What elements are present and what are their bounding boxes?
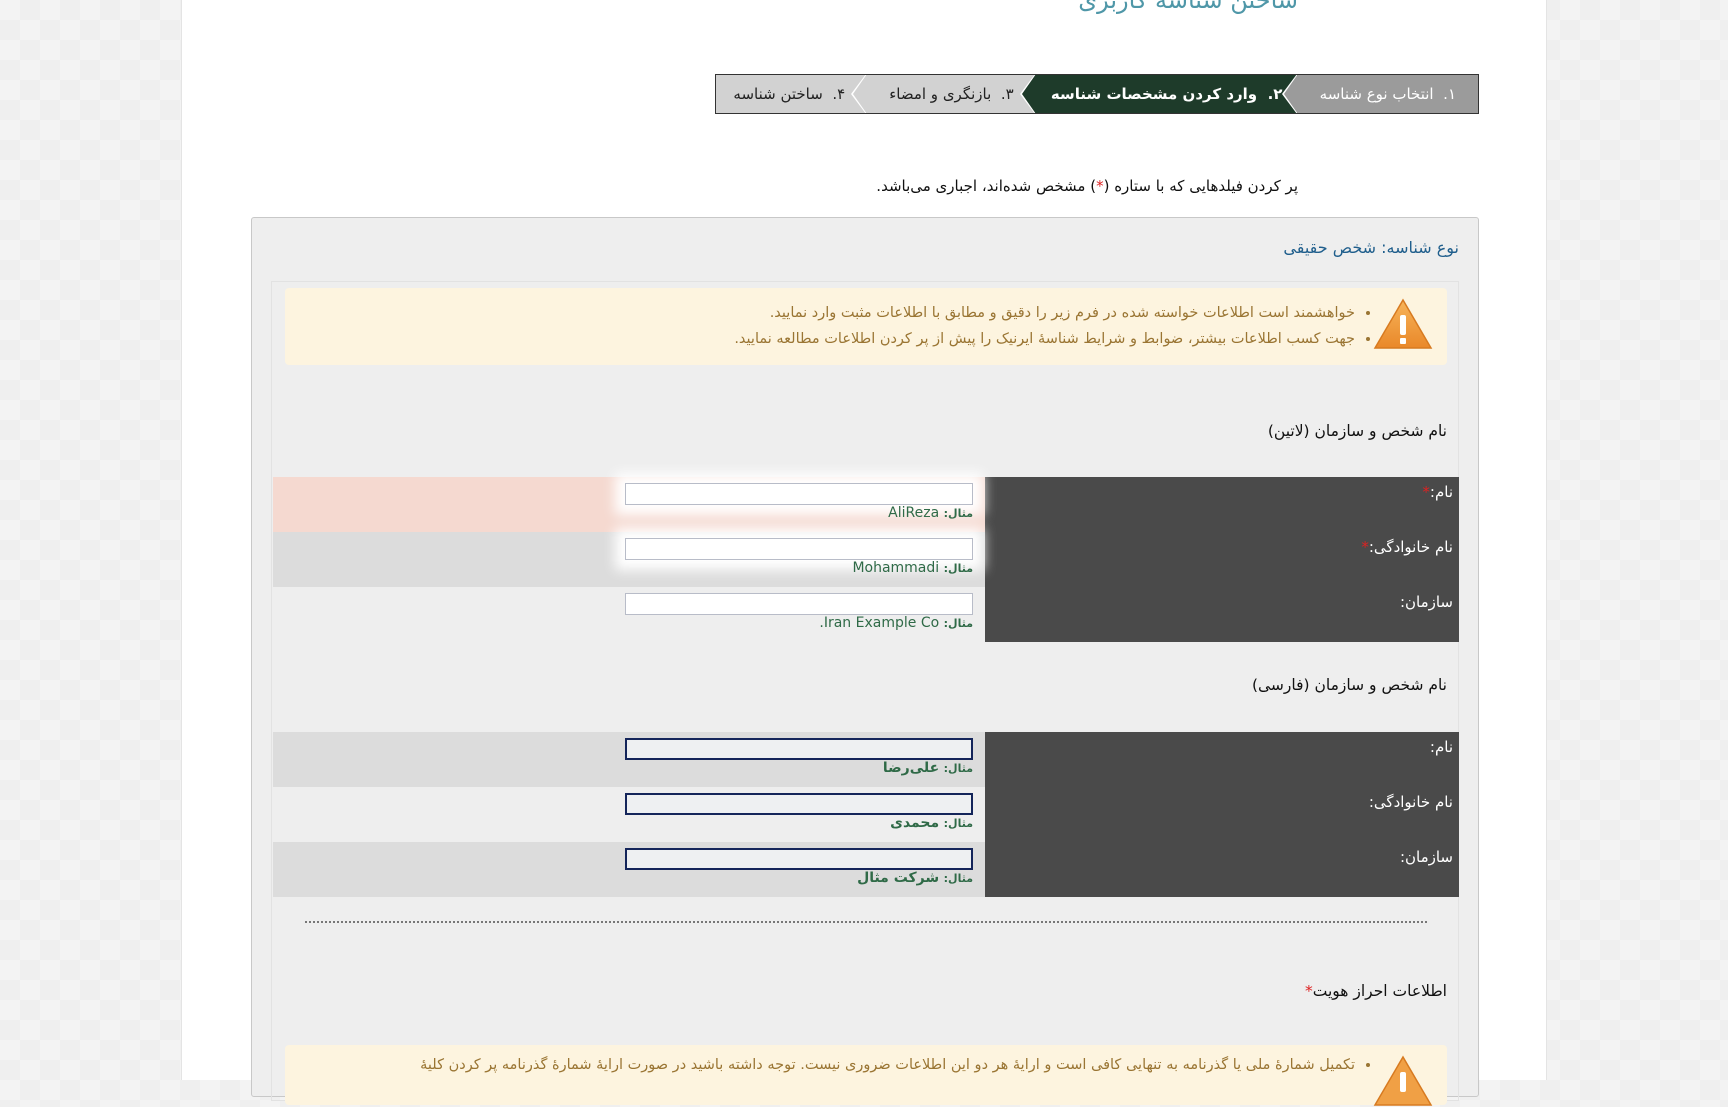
required-note-text: پر کردن فیلدهایی که با ستاره ( <box>1103 177 1298 195</box>
latin-first-name-input[interactable] <box>625 483 973 505</box>
label-text: نام خانوادگی: <box>1368 793 1453 811</box>
persian-organization-input[interactable] <box>625 848 973 870</box>
example-value: AliReza <box>888 505 940 521</box>
persian-section-title: نام شخص و سازمان (فارسی) <box>1251 676 1447 694</box>
example-value: علی‌رضا <box>882 760 940 776</box>
identity-type: نوع شناسه: شخص حقیقی <box>1283 238 1459 257</box>
field-label: سازمان: <box>985 587 1459 642</box>
label-text: نام: <box>1429 738 1453 756</box>
step-label: انتخاب نوع شناسه <box>1319 85 1434 103</box>
example-label: مثال: <box>943 562 973 575</box>
step-2: ۲. وارد کردن مشخصات شناسه <box>1019 75 1298 113</box>
field-label: نام خانوادگی: <box>985 787 1459 842</box>
wizard-stepper: ۱. انتخاب نوع شناسه ۲. وارد کردن مشخصات … <box>715 74 1479 114</box>
step-number: ۴. <box>832 85 846 103</box>
auth-section-title: اطلاعات احراز هویت* <box>1305 982 1447 1000</box>
example-text: مثال: علی‌رضا <box>883 760 973 776</box>
step-label: وارد کردن مشخصات شناسه <box>1050 85 1258 103</box>
warning-triangle-icon <box>1373 1055 1433 1106</box>
warning-item: جهت کسب اطلاعات بیشتر، ضوابط و شرایط شنا… <box>734 326 1355 352</box>
example-text: مثال: محمدی <box>890 815 973 831</box>
field-cell: مثال: Iran Example Co. <box>273 587 985 642</box>
required-note: پر کردن فیلدهایی که با ستاره (*) مشخص شد… <box>876 177 1298 195</box>
latin-organization-input[interactable] <box>625 593 973 615</box>
label-text: نام خانوادگی: <box>1368 538 1453 556</box>
example-text: مثال: AliReza <box>888 505 973 521</box>
required-note-text: ) مشخص شده‌اند، اجباری می‌باشد. <box>876 177 1097 195</box>
form-row: مثال: محمدی نام خانوادگی: <box>273 787 1459 842</box>
step-label: ساختن شناسه <box>733 85 823 103</box>
form-row: مثال: Iran Example Co. سازمان: <box>273 587 1459 642</box>
field-cell: مثال: Mohammadi <box>273 532 985 587</box>
example-value: شرکت مثال <box>857 870 940 886</box>
page-title: ساختن شناسه کاربری <box>1078 0 1298 14</box>
persian-first-name-input[interactable] <box>625 738 973 760</box>
label-text: نام: <box>1429 483 1453 501</box>
example-label: مثال: <box>943 507 973 520</box>
form-row: مثال: علی‌رضا نام: <box>273 732 1459 787</box>
step-number: ۲. <box>1267 85 1283 103</box>
example-label: مثال: <box>943 617 973 630</box>
section-divider <box>305 921 1427 923</box>
warning-item: تکمیل شمارهٔ ملی یا گذرنامه به تنهایی کا… <box>420 1057 1355 1073</box>
step-number: ۳. <box>1000 85 1014 103</box>
step-1[interactable]: ۱. انتخاب نوع شناسه <box>1281 75 1478 113</box>
field-label: سازمان: <box>985 842 1459 897</box>
example-text: مثال: شرکت مثال <box>857 870 973 886</box>
latin-last-name-input[interactable] <box>625 538 973 560</box>
label-text: سازمان: <box>1399 593 1453 611</box>
persian-name-table: مثال: علی‌رضا نام: مثال: محمدی نام خانوا… <box>273 732 1459 897</box>
step-number: ۱. <box>1443 85 1456 103</box>
example-text: مثال: Mohammadi <box>852 560 973 576</box>
label-text: سازمان: <box>1399 848 1453 866</box>
example-label: مثال: <box>943 817 973 830</box>
warning-box: خواهشمند است اطلاعات خواسته شده در فرم ز… <box>285 288 1447 365</box>
field-label: نام خانوادگی:* <box>985 532 1459 587</box>
form-inner: خواهشمند است اطلاعات خواسته شده در فرم ز… <box>271 281 1459 1106</box>
field-label: نام:* <box>985 477 1459 532</box>
required-star: * <box>1096 177 1104 195</box>
required-star: * <box>1304 982 1313 1000</box>
warning-triangle-icon <box>1373 298 1433 349</box>
form-row: مثال: شرکت مثال سازمان: <box>273 842 1459 897</box>
step-label: بازنگری و امضاء <box>889 85 992 103</box>
form-row: مثال: Mohammadi نام خانوادگی:* <box>273 532 1459 587</box>
persian-last-name-input[interactable] <box>625 793 973 815</box>
field-label: نام: <box>985 732 1459 787</box>
warning-item: خواهشمند است اطلاعات خواسته شده در فرم ز… <box>734 300 1355 326</box>
example-label: مثال: <box>943 872 973 885</box>
field-cell: مثال: شرکت مثال <box>273 842 985 897</box>
example-value: محمدی <box>890 815 940 831</box>
field-cell: مثال: AliReza <box>273 477 985 532</box>
auth-title-text: اطلاعات احراز هویت <box>1312 982 1447 1000</box>
auth-warning-box: تکمیل شمارهٔ ملی یا گذرنامه به تنهایی کا… <box>285 1045 1447 1106</box>
example-value: Mohammadi <box>852 560 940 576</box>
example-text: مثال: Iran Example Co. <box>819 615 973 631</box>
field-cell: مثال: علی‌رضا <box>273 732 985 787</box>
example-label: مثال: <box>943 762 973 775</box>
field-cell: مثال: محمدی <box>273 787 985 842</box>
step-3: ۳. بازنگری و امضاء <box>851 75 1036 113</box>
latin-name-table: مثال: AliReza نام:* مثال: Mohammadi نام … <box>273 477 1459 642</box>
page-content: ساختن شناسه کاربری ۱. انتخاب نوع شناسه ۲… <box>181 0 1547 1106</box>
required-star: * <box>1361 538 1369 556</box>
required-star: * <box>1422 483 1430 501</box>
form-row: مثال: AliReza نام:* <box>273 477 1459 532</box>
form-panel: نوع شناسه: شخص حقیقی خواهشمند است اطلاعا… <box>251 217 1479 1106</box>
latin-section-title: نام شخص و سازمان (لاتین) <box>1267 422 1447 440</box>
example-value: Iran Example Co. <box>819 615 940 631</box>
step-4: ۴. ساختن شناسه <box>716 75 868 113</box>
